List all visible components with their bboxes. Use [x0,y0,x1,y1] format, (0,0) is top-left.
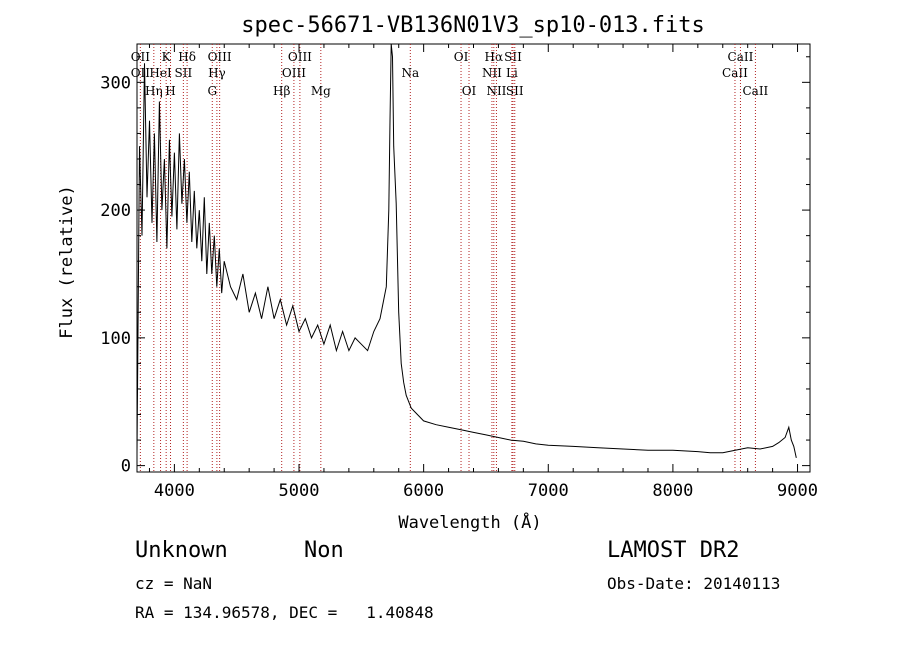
line-marker-label: OI [454,50,469,64]
line-marker-label: CaII [722,66,748,80]
line-marker-label: OIII [282,66,306,80]
line-marker-label: SII [175,66,193,80]
subclass-label: Non [304,538,344,563]
line-marker-label: Hη [145,84,163,98]
x-tick-label: 6000 [403,481,444,501]
line-marker-label: SII [506,84,524,98]
x-tick-label: 5000 [279,481,320,501]
spectrum-line [136,43,797,459]
x-tick-label: 7000 [528,481,569,501]
line-marker-label: Hα [485,50,504,64]
line-marker-label: HeI [149,66,172,80]
survey-label: LAMOST DR2 [607,538,740,563]
redshift-label: cz = NaN [135,574,213,593]
line-marker-label: CaII [728,50,754,64]
chart-title: spec-56671-VB136N01V3_sp10-013.fits [241,13,705,38]
x-axis-label: Wavelength (Å) [398,511,541,533]
x-tick-label: 4000 [154,481,195,501]
line-marker-label: OIII [208,50,232,64]
x-tick-label: 8000 [652,481,693,501]
line-marker-label: K [162,50,172,64]
spectral-line-markers: OIIOIIHηHeIKHSIIHδGHγOIIIHβOIIIOIIIMgNaO… [131,44,769,472]
axis-ticks: 4000 5000 6000 7000 8000 9000 0 100 200 300 [100,44,818,501]
line-marker-label: OII [131,66,151,80]
line-marker-label: Mg [311,84,331,98]
plot-frame [136,43,811,473]
line-marker-label: H [165,84,175,98]
line-marker-label: OIII [288,50,312,64]
line-marker-label: Hγ [208,66,226,80]
y-tick-label: 100 [100,329,131,349]
line-marker-label: CaII [742,84,768,98]
line-marker-label: SII [504,50,522,64]
line-marker-label: NII [486,84,506,98]
y-tick-label: 300 [100,73,131,93]
class-label: Unknown [135,538,228,563]
line-marker-label: Na [401,66,419,80]
y-tick-label: 200 [100,201,131,221]
y-axis-label: Flux (relative) [57,185,77,339]
line-marker-label: Hβ [273,84,290,98]
x-tick-label: 9000 [777,481,818,501]
obs-date-label: Obs-Date: 20140113 [607,574,781,593]
line-marker-label: G [207,84,217,98]
ra-dec-label: RA = 134.96578, DEC = 1.40848 [135,603,434,622]
line-marker-label: NII [482,66,502,80]
line-marker-label: OI [462,84,477,98]
y-tick-label: 0 [121,457,131,477]
line-marker-label: Li [506,66,518,80]
line-marker-label: Hδ [178,50,196,64]
